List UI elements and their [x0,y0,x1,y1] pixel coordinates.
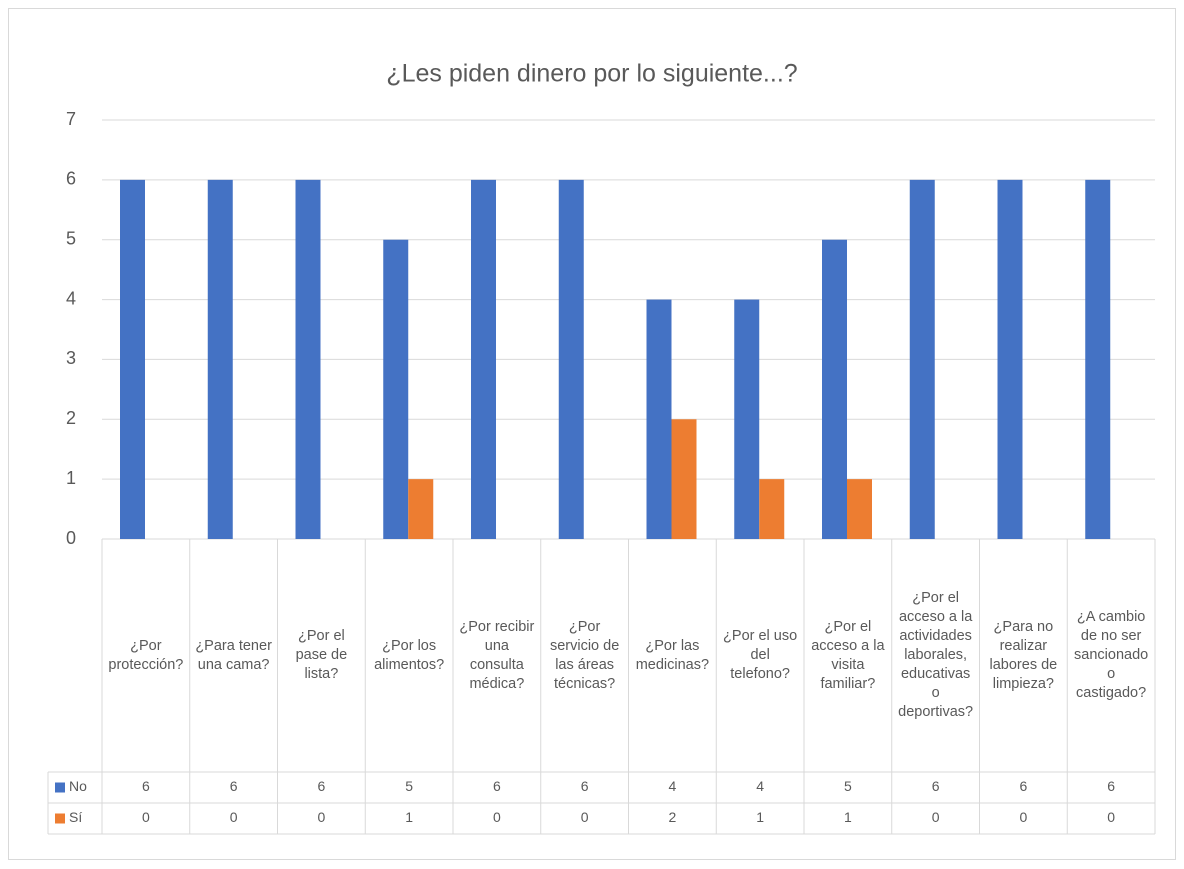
bar [120,179,145,539]
bar [558,179,584,539]
x-tick-label-box: ¿A cambio de no ser sancionado o castiga… [1074,609,1149,701]
y-tick-label: 2 [66,408,76,428]
x-tick-label: ¿Por las medicinas? [635,637,710,673]
bar [822,239,847,539]
bar [734,299,760,539]
table-value: 0 [1107,809,1115,825]
table-value: 6 [493,778,501,794]
x-tick-label-box: ¿Por recibir una consulta médica? [459,618,535,692]
chart-border [8,8,1176,860]
x-tick-label-box: ¿Por las medicinas? [635,637,710,673]
x-tick-label-box: ¿Por servicio de las áreas técnicas? [549,618,620,692]
bar [909,179,935,539]
table-value: 0 [1019,809,1027,825]
x-tick-label: ¿Por el acceso a la actividades laborale… [898,590,974,720]
table-value: 6 [581,778,589,794]
table-value: 6 [317,778,325,794]
y-tick-label: 4 [66,288,76,308]
table-value: 5 [844,778,852,794]
x-tick-label-box: ¿Para tener una cama? [195,637,272,673]
x-tick-label-box: ¿Por el acceso a la visita familiar? [811,618,885,692]
table-value: 0 [493,809,501,825]
table-value: 1 [405,809,413,825]
bar [471,179,496,539]
bar [847,479,872,539]
x-tick-label-box: ¿Por el pase de lista? [295,628,348,682]
table-value: 0 [142,809,150,825]
table-value: 6 [932,778,940,794]
bar [759,479,785,539]
x-tick-label-box: ¿Por los alimentos? [374,637,445,673]
bar [408,479,434,539]
x-tick-label: ¿Por el acceso a la visita familiar? [811,618,885,692]
table-value: 6 [1019,778,1027,794]
x-tick-label: ¿Por protección? [108,637,184,673]
chart-title: ¿Les piden dinero por lo siguiente...? [386,60,797,88]
y-tick-label: 7 [66,109,76,129]
x-tick-label: ¿Para no realizar labores de limpieza? [989,618,1058,692]
bar [646,299,672,539]
table-value: 1 [844,809,852,825]
x-tick-label: ¿A cambio de no ser sancionado o castiga… [1074,609,1149,701]
table-value: 1 [756,809,764,825]
bar [1085,179,1111,539]
legend-label: Sí [69,809,82,825]
table-value: 6 [1107,778,1115,794]
x-tick-label: ¿Por el pase de lista? [295,628,348,682]
x-tick-label: ¿Por los alimentos? [374,637,445,673]
table-value: 5 [405,778,413,794]
x-tick-label-box: ¿Por el uso del telefono? [723,628,798,682]
legend-swatch [55,813,65,824]
table-value: 2 [668,809,676,825]
x-tick-label-box: ¿Para no realizar labores de limpieza? [989,618,1058,692]
x-tick-label: ¿Para tener una cama? [195,637,272,673]
x-tick-label-box: ¿Por el acceso a la actividades laborale… [898,590,974,720]
table-value: 0 [317,809,325,825]
table-value: 0 [581,809,589,825]
legend-swatch [55,782,65,793]
table-value: 4 [756,778,764,794]
y-tick-label: 6 [66,169,76,189]
table-value: 4 [668,778,676,794]
bar [997,179,1023,539]
x-tick-label: ¿Por servicio de las áreas técnicas? [549,618,620,692]
y-tick-label: 3 [66,348,76,368]
x-tick-label: ¿Por el uso del telefono? [723,628,798,682]
table-value: 0 [932,809,940,825]
table-value: 0 [230,809,238,825]
y-tick-label: 0 [66,528,76,548]
table-value: 6 [142,778,150,794]
legend-label: No [69,778,87,794]
x-tick-label: ¿Por recibir una consulta médica? [459,618,535,692]
bar [383,239,409,539]
x-tick-label-box: ¿Por protección? [108,637,184,673]
bar [207,179,233,539]
table-value: 6 [230,778,238,794]
bar [671,419,697,539]
bar [295,179,321,539]
y-tick-label: 1 [66,468,76,488]
y-tick-label: 5 [66,228,76,248]
